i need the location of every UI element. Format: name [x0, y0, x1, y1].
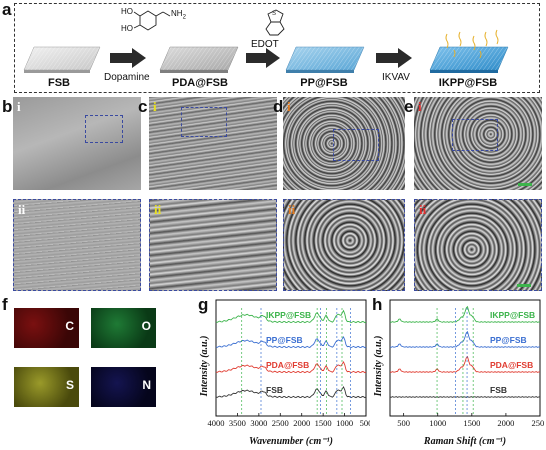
eds-map-n: N — [91, 367, 156, 407]
sem-d-sub-i: i — [287, 99, 291, 114]
g-xtick-label-7: 500 — [360, 418, 370, 428]
sem-d-top: i — [283, 97, 405, 190]
sem-b-sub-ii: ii — [18, 202, 26, 217]
g-xtick-label-4: 2000 — [293, 418, 310, 428]
scale-bar — [518, 183, 532, 186]
g-xtick-label-5: 1500 — [315, 418, 332, 428]
nh-text: NH — [171, 9, 183, 18]
g-xtick-label-3: 2500 — [272, 418, 289, 428]
panel-c-label: c — [138, 97, 148, 116]
panel-f-label: f — [2, 295, 8, 314]
sem-d-sub-ii: ii — [288, 202, 296, 217]
panel-e-label: e — [404, 97, 414, 116]
eds-label-n: N — [142, 378, 151, 392]
chart-h-xlabel: Raman Shift (cm⁻¹) — [423, 436, 506, 447]
g-series-2 — [215, 360, 367, 374]
sem-b-top: i — [13, 97, 141, 190]
chart-g: 4000 3500 3000 2500 2000 1500 1000 500 IKPP@FSB… — [199, 299, 370, 447]
arrows — [110, 48, 412, 68]
scale-bar — [517, 284, 531, 287]
reagent-edot: EDOT — [251, 39, 279, 50]
sem-e-sub-i: i — [418, 99, 422, 114]
edot-structure — [265, 9, 285, 36]
h-xtick-label-3: 2000 — [497, 418, 514, 428]
g-series-1 — [215, 335, 367, 349]
g-series-label-2: PDA@FSB — [266, 360, 309, 370]
chart-g-frame — [215, 299, 367, 417]
dopamine-ho-top: HO — [121, 7, 133, 16]
eds-label-s: S — [65, 378, 74, 392]
sem-e-top: i — [414, 97, 542, 190]
panel-a-label: a — [2, 0, 12, 19]
dopamine-structure — [133, 10, 171, 31]
chart-h-ylabel: Intensity (a.u.) — [373, 336, 384, 398]
reagent-ikvav: IKVAV — [382, 72, 410, 83]
nh2-subscript: 2 — [182, 14, 186, 21]
svg-text:S: S — [272, 11, 276, 17]
eds-map-s: S — [14, 367, 79, 407]
eds-map-o: O — [91, 308, 156, 348]
g-series-label-3: FSB — [266, 385, 283, 395]
h-series-label-0: IKPP@FSB — [490, 310, 535, 320]
stage-label-pp: PP@FSB — [300, 77, 348, 89]
dopamine-nh2: NH2 — [171, 10, 186, 21]
h-series-3 — [389, 396, 541, 398]
h-xtick-label-1: 1000 — [429, 418, 446, 428]
chart-g-ylabel: Intensity (a.u.) — [199, 336, 210, 398]
panel-h-label: h — [372, 295, 383, 314]
chart-g-xlabel: Wavenumber (cm⁻¹) — [249, 436, 333, 447]
sheet-ikpp — [429, 29, 509, 73]
sem-b-bottom: ii — [13, 199, 141, 291]
h-series-label-1: PP@FSB — [490, 335, 527, 345]
panel-a-scheme: S — [23, 9, 509, 73]
panel-b-label: b — [2, 97, 13, 116]
stage-label-fsb: FSB — [48, 77, 70, 89]
sem-d-bottom: ii — [283, 199, 405, 291]
h-series-label-3: FSB — [490, 385, 507, 395]
g-series-0 — [215, 309, 367, 324]
eds-label-o: O — [141, 319, 151, 333]
g-xtick-label-2: 3000 — [250, 418, 267, 428]
sem-c-bottom: ii — [149, 199, 277, 291]
stage-label-pda: PDA@FSB — [172, 77, 228, 89]
h-xtick-label-2: 1500 — [463, 418, 480, 428]
sem-b-sub-i: i — [17, 99, 21, 114]
h-xtick-label-0: 500 — [397, 418, 410, 428]
stage-label-ikpp: IKPP@FSB — [438, 77, 498, 89]
panel-a-frame — [14, 3, 540, 93]
sem-c-sub-ii: ii — [154, 202, 162, 217]
eds-map-c: C — [14, 308, 79, 348]
chart-h: 500 1000 1500 2000 2500 IKPP@FSB PP@FSB PDA@FS… — [373, 299, 545, 447]
sem-e-sub-ii: ii — [419, 202, 427, 217]
sem-c-sub-i: i — [153, 99, 157, 114]
h-series-2 — [389, 355, 541, 373]
panel-g-label: g — [198, 295, 209, 314]
sheet-pp — [285, 46, 365, 73]
reagent-dopamine: Dopamine — [104, 72, 150, 83]
g-xtick-label-1: 3500 — [229, 418, 246, 428]
chart-h-frame — [389, 299, 541, 417]
h-series-1 — [389, 330, 541, 348]
g-series-label-1: PP@FSB — [266, 335, 303, 345]
g-xtick-label-6: 1000 — [336, 418, 353, 428]
g-xtick-label-0: 4000 — [208, 418, 225, 428]
g-series-3 — [215, 385, 367, 399]
panel-d-label: d — [273, 97, 284, 116]
sem-e-bottom: ii — [414, 199, 542, 291]
sem-c-top: i — [149, 97, 277, 190]
h-series-0 — [389, 305, 541, 323]
sheet-pda — [159, 46, 239, 73]
eds-label-c: C — [65, 319, 74, 333]
dopamine-ho-bottom: HO — [121, 24, 133, 33]
h-xtick-label-4: 2500 — [532, 418, 545, 428]
sheet-fsb — [23, 46, 101, 73]
g-series-label-0: IKPP@FSB — [266, 310, 311, 320]
h-series-label-2: PDA@FSB — [490, 360, 533, 370]
